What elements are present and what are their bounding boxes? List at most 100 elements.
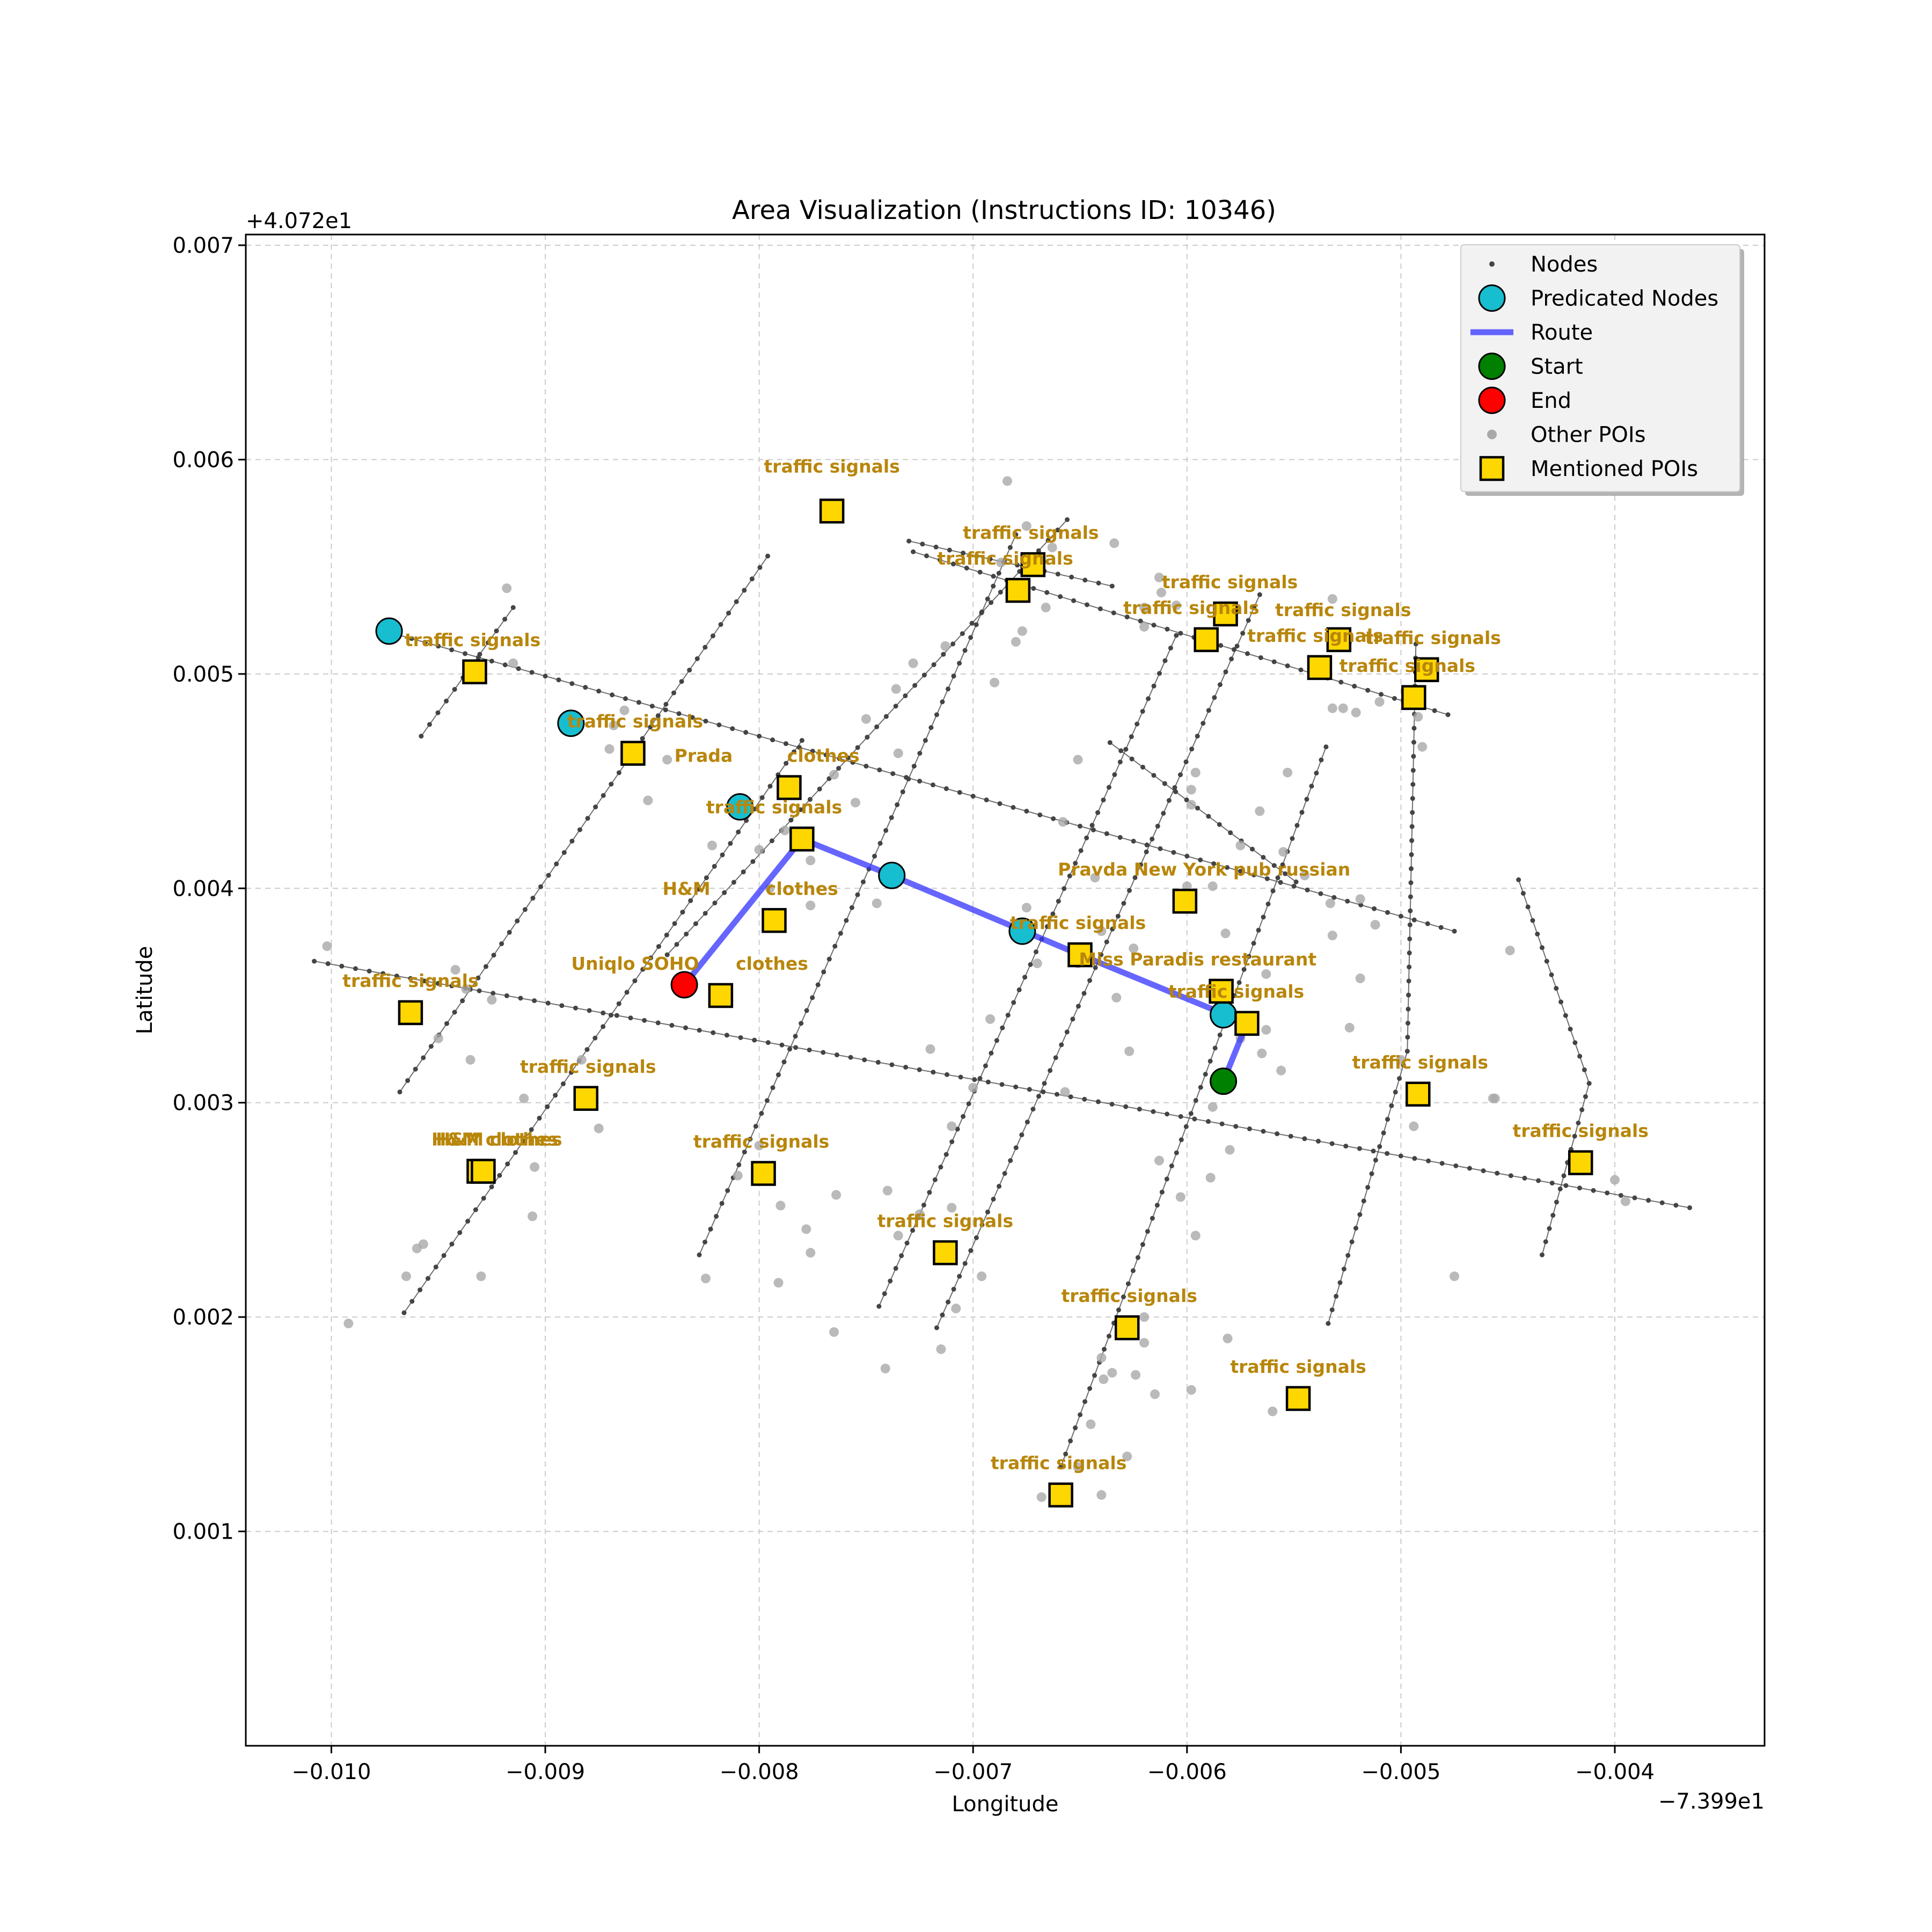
street-node	[928, 725, 934, 730]
street-node	[1389, 1103, 1394, 1108]
street-node	[669, 1023, 675, 1028]
mentioned-poi-marker	[751, 1161, 776, 1186]
other-poi-marker	[893, 1231, 903, 1241]
street-node	[821, 1050, 826, 1055]
street-node	[1405, 1035, 1410, 1040]
street-node	[529, 1127, 534, 1132]
other-poi-marker	[1021, 903, 1031, 913]
street-node	[1219, 1121, 1225, 1126]
street-node	[1283, 871, 1288, 876]
other-poi-marker	[1208, 881, 1218, 891]
other-poi-marker	[401, 1271, 411, 1282]
other-poi-marker	[594, 1123, 604, 1133]
street-node	[427, 722, 432, 727]
mentioned-poi-marker	[398, 1000, 423, 1026]
street-node	[957, 661, 962, 666]
other-poi-marker	[1374, 697, 1385, 707]
street-node	[1240, 631, 1246, 636]
street-node	[765, 1040, 771, 1045]
street-node	[1290, 836, 1295, 841]
street-node	[726, 610, 731, 616]
street-node	[1089, 823, 1095, 828]
street-node	[435, 710, 441, 715]
street-node	[1110, 926, 1115, 932]
street-node	[906, 538, 912, 544]
street-node	[731, 880, 736, 885]
street-node	[1547, 1226, 1552, 1231]
other-poi-marker	[1190, 767, 1201, 778]
other-poi-marker	[1261, 969, 1271, 979]
street-node	[1192, 1116, 1197, 1122]
street-node	[1183, 1124, 1189, 1129]
street-node	[1618, 1192, 1623, 1198]
street-node	[1632, 1195, 1637, 1201]
street-node	[516, 666, 521, 671]
street-node	[1055, 528, 1060, 533]
street-node	[1205, 1119, 1211, 1124]
other-poi-marker	[985, 1014, 996, 1024]
street-node	[1030, 1107, 1036, 1112]
street-node	[911, 549, 916, 554]
street-node	[522, 907, 528, 912]
other-poi-marker	[1327, 703, 1337, 713]
other-poi-marker	[831, 1190, 841, 1200]
street-node	[872, 853, 877, 859]
street-node	[895, 802, 900, 807]
street-node	[996, 570, 1001, 576]
street-node	[1409, 852, 1414, 857]
street-node	[614, 1013, 619, 1018]
street-node	[1123, 1104, 1129, 1109]
street-node	[674, 942, 679, 947]
street-node	[984, 797, 989, 803]
street-node	[422, 978, 427, 984]
street-node	[1106, 1334, 1111, 1339]
other-poi-marker	[1073, 1462, 1083, 1472]
street-node	[497, 1173, 502, 1178]
street-node	[1050, 911, 1056, 917]
street-node	[663, 707, 668, 713]
street-node	[1179, 1137, 1184, 1143]
street-node	[784, 760, 789, 766]
street-node	[1377, 1144, 1382, 1149]
street-node	[937, 557, 942, 562]
street-node	[1164, 1176, 1169, 1182]
poi-label: Uniqlo SOHO	[571, 953, 699, 974]
street-node	[941, 652, 946, 657]
street-node	[750, 859, 756, 864]
street-node	[1031, 586, 1036, 591]
street-node	[1223, 669, 1228, 675]
street-node	[1408, 894, 1413, 899]
y-tick-label: 0.007	[172, 233, 234, 258]
street-node	[1495, 1170, 1500, 1176]
x-tick-label: −0.004	[1575, 1760, 1655, 1784]
street-node	[1146, 696, 1151, 701]
other-poi-marker	[1355, 894, 1365, 904]
y-offset-label: +4.072e1	[246, 209, 352, 233]
poi-label: traffic signals	[877, 1210, 1013, 1231]
street-node	[742, 588, 747, 593]
street-node	[1183, 759, 1189, 765]
street-node	[1576, 1120, 1581, 1125]
mentioned-poi-marker	[777, 775, 802, 800]
other-poi-marker	[1171, 601, 1181, 611]
street-node	[608, 1013, 613, 1018]
street-node	[1398, 1153, 1403, 1159]
street-node	[1426, 1158, 1431, 1163]
street-node	[532, 998, 537, 1004]
street-node	[1097, 606, 1103, 611]
x-offset-label: −7.399e1	[1658, 1789, 1765, 1814]
poi-label: traffic signals	[520, 1056, 656, 1077]
street-node	[465, 1219, 471, 1224]
predicated-node-marker	[726, 793, 754, 821]
street-node	[1096, 580, 1101, 586]
street-node	[708, 1226, 713, 1232]
other-poi-marker	[1344, 1022, 1355, 1033]
street-node	[1095, 810, 1101, 815]
street-node	[1206, 708, 1211, 713]
street-node	[601, 793, 606, 798]
street-node	[1011, 1000, 1016, 1005]
other-poi-marker	[1505, 946, 1515, 956]
street-node	[710, 633, 715, 639]
other-poi-marker	[1124, 1046, 1135, 1056]
street-node	[1024, 1119, 1030, 1125]
